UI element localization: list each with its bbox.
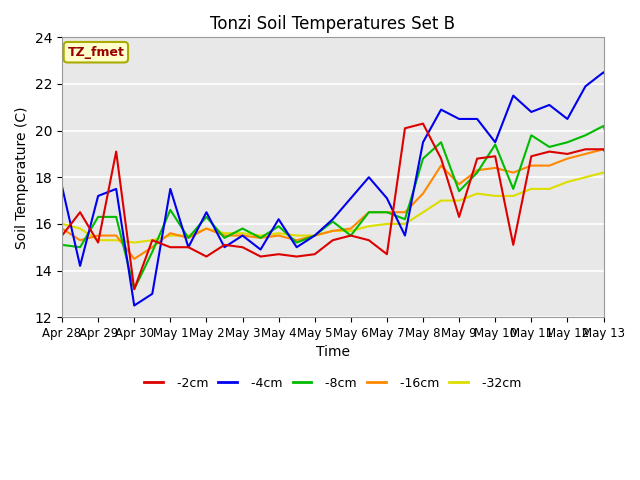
Title: Tonzi Soil Temperatures Set B: Tonzi Soil Temperatures Set B [211, 15, 455, 33]
Legend:  -2cm,  -4cm,  -8cm,  -16cm,  -32cm: -2cm, -4cm, -8cm, -16cm, -32cm [140, 372, 526, 395]
X-axis label: Time: Time [316, 346, 350, 360]
Text: TZ_fmet: TZ_fmet [67, 46, 124, 59]
Y-axis label: Soil Temperature (C): Soil Temperature (C) [15, 106, 29, 249]
